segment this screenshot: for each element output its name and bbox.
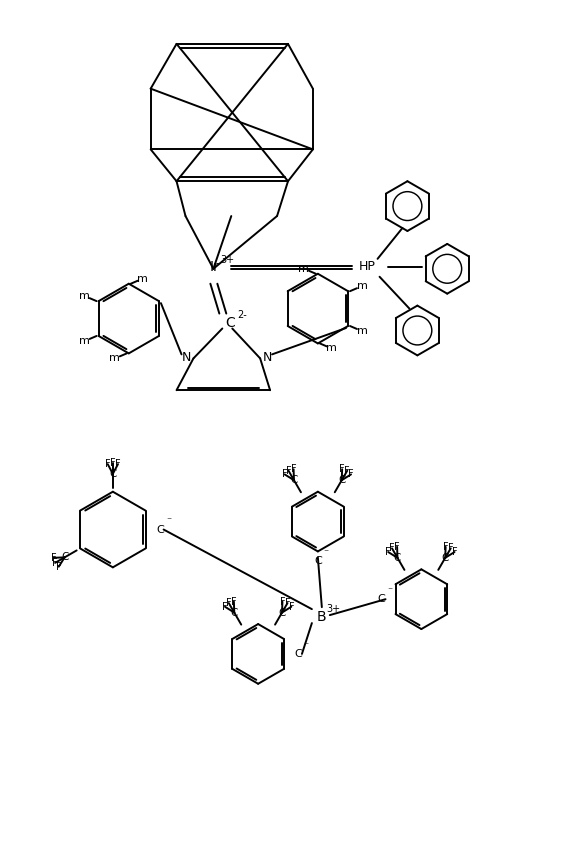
Text: F: F	[291, 464, 297, 475]
Text: 3+: 3+	[327, 604, 341, 614]
Text: F: F	[105, 459, 111, 469]
Text: 2-: 2-	[237, 310, 247, 319]
Text: m: m	[79, 291, 90, 301]
Text: F: F	[231, 596, 237, 607]
Text: C: C	[441, 553, 449, 563]
Text: F: F	[222, 602, 228, 612]
Text: F: F	[226, 598, 231, 608]
Text: Ir: Ir	[209, 260, 219, 274]
Text: C: C	[394, 553, 401, 563]
Text: C: C	[157, 525, 164, 534]
Text: F: F	[115, 459, 121, 469]
Text: C: C	[294, 649, 302, 659]
Text: F: F	[282, 469, 287, 479]
Text: ⁻: ⁻	[304, 641, 309, 651]
Text: F: F	[284, 598, 290, 608]
Text: N: N	[182, 351, 191, 364]
Text: C: C	[290, 476, 298, 485]
Text: F: F	[110, 458, 115, 468]
Text: F: F	[286, 466, 291, 476]
Text: F: F	[389, 544, 395, 553]
Text: F: F	[443, 542, 448, 551]
Text: m: m	[110, 353, 120, 363]
Text: F: F	[344, 466, 350, 476]
Text: F: F	[53, 557, 58, 568]
Text: m: m	[79, 336, 90, 346]
Text: F: F	[339, 464, 345, 475]
Text: HP: HP	[359, 261, 376, 274]
Text: F: F	[280, 596, 285, 607]
Text: F: F	[394, 542, 400, 551]
Text: C: C	[61, 552, 68, 563]
Text: F: F	[385, 547, 391, 557]
Text: 3+: 3+	[220, 255, 234, 265]
Text: ⁻: ⁻	[323, 548, 328, 558]
Text: m: m	[357, 326, 368, 336]
Text: C: C	[314, 557, 322, 566]
Text: F: F	[51, 553, 57, 563]
Text: C: C	[231, 608, 238, 618]
Text: N: N	[263, 351, 272, 364]
Text: C: C	[378, 595, 385, 604]
Text: m: m	[357, 281, 368, 291]
Text: F: F	[56, 562, 62, 571]
Text: C: C	[278, 608, 286, 618]
Text: m: m	[137, 274, 148, 284]
Text: B: B	[317, 610, 327, 624]
Text: F: F	[452, 547, 458, 557]
Text: F: F	[448, 544, 454, 553]
Text: ⁻: ⁻	[387, 586, 392, 596]
Text: m: m	[327, 343, 337, 354]
Text: m: m	[298, 264, 309, 274]
Text: F: F	[348, 469, 354, 479]
Text: F: F	[288, 602, 294, 612]
Text: C: C	[109, 469, 117, 479]
Text: C: C	[338, 476, 346, 485]
Text: ⁻: ⁻	[166, 517, 171, 526]
Text: C: C	[226, 316, 235, 330]
